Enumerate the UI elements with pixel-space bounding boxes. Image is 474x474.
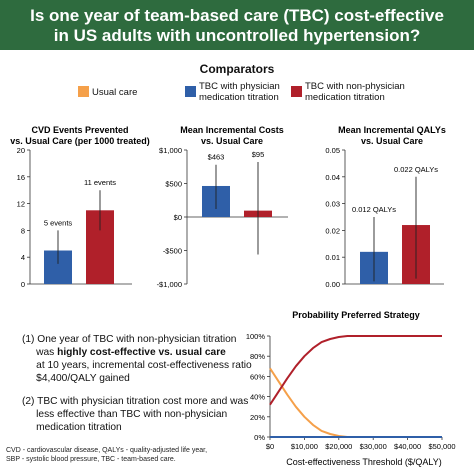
finding-1-text: highly cost-effective vs. usual care: [57, 347, 226, 358]
finding-1-text: was: [36, 347, 58, 358]
panel-3-data-label-2: 0.022 QALYs: [394, 165, 438, 174]
line-chart-y-tick-label: 60%: [250, 372, 265, 381]
panel-2-title-line: vs. Usual Care: [201, 136, 263, 146]
line-chart-x-tick-label: $20,000: [325, 442, 352, 451]
title-line-1: Is one year of team-based care (TBC) cos…: [30, 6, 444, 25]
panel-3-y-tick-label: 0.01: [325, 253, 340, 262]
panel-1-y-tick-label: 4: [21, 253, 25, 262]
panel-1-data-label-2: 11 events: [84, 178, 116, 187]
finding-2: (2) TBC with physician titration cost mo…: [22, 395, 252, 434]
panel-1-y-tick-label: 8: [21, 226, 25, 235]
panel-2-y-tick-label: -$1,000: [157, 280, 182, 289]
panel-3-title-line: vs. Usual Care: [361, 136, 423, 146]
line-chart-x-tick-label: $40,000: [394, 442, 421, 451]
panel-1-y-tick-label: 12: [17, 200, 25, 209]
finding-1-text: at 10 years, incremental cost-effectiven…: [36, 360, 252, 371]
line-chart-x-tick-label: $30,000: [360, 442, 387, 451]
panel-3-y-tick-label: 0.02: [325, 226, 340, 235]
legend-swatch-tbc-physician: [185, 86, 196, 97]
legend-label-tbc-physician: TBC with physician medication titration: [199, 81, 280, 103]
panel-2-data-label-1: $463: [208, 153, 225, 162]
line-chart-title: Probability Preferred Strategy: [292, 310, 420, 320]
panel-1-title-line: vs. Usual Care (per 1000 treated): [10, 136, 150, 146]
panel-3-y-tick-label: 0.04: [325, 173, 340, 182]
finding-2-text: less effective than TBC with non-physici…: [36, 409, 228, 420]
footnote-line-1: CVD - cardiovascular disease, QALYs - qu…: [6, 447, 208, 454]
panel-1-title-line: CVD Events Prevented: [31, 125, 128, 135]
panel-1-y-tick-label: 16: [17, 173, 25, 182]
panel-2-y-tick-label: $0: [174, 213, 182, 222]
finding-2-text: (2) TBC with physician titration cost mo…: [22, 396, 249, 407]
finding-2-text: medication titration: [36, 422, 122, 433]
line-chart-series-1: [269, 367, 442, 438]
panel-3-y-tick-label: 0.03: [325, 200, 340, 209]
comparators-title: Comparators: [199, 62, 275, 76]
line-chart-y-tick-label: 40%: [250, 393, 265, 402]
line-chart-y-tick-label: 20%: [250, 413, 265, 422]
finding-1-text: $4,400/QALY gained: [36, 373, 130, 384]
line-chart-x-tick-label: $50,000: [428, 442, 455, 451]
panel-1-y-tick-label: 0: [21, 280, 25, 289]
footnote-line-2: SBP - systolic blood pressure, TBC - tea…: [6, 456, 176, 463]
panel-3-data-label-1: 0.012 QALYs: [352, 205, 396, 214]
panel-1-data-label-1: 5 events: [44, 218, 73, 227]
line-chart-y-tick-label: 0%: [254, 433, 265, 442]
line-chart-y-tick-label: 80%: [250, 352, 265, 361]
line-chart-x-tick-label: $10,000: [291, 442, 318, 451]
legend-label-usual-care: Usual care: [92, 87, 138, 98]
title-banner: Is one year of team-based care (TBC) cos…: [0, 0, 474, 50]
panel-3-y-tick-label: 0.00: [325, 280, 340, 289]
panel-2-title-line: Mean Incremental Costs: [180, 125, 284, 135]
panel-2-y-tick-label: $500: [165, 180, 182, 189]
legend-label-tbc-non-physician: TBC with non-physician medication titrat…: [305, 81, 405, 103]
panel-2-y-tick-label: $1,000: [159, 146, 182, 155]
legend-swatch-tbc-non-physician: [291, 86, 302, 97]
panel-3-title-line: Mean Incremental QALYs: [338, 125, 446, 135]
abbreviations-footnote: CVD - cardiovascular disease, QALYs - qu…: [6, 446, 207, 464]
panel-2-y-tick-label: -$500: [163, 247, 182, 256]
line-chart-y-tick-label: 100%: [246, 332, 266, 341]
panel-3-y-tick-label: 0.05: [325, 146, 340, 155]
panel-2-data-label-2: $95: [252, 150, 265, 159]
finding-1: (1) One year of TBC with non-physician t…: [22, 333, 252, 385]
key-findings: (1) One year of TBC with non-physician t…: [22, 333, 252, 444]
title-line-2: in US adults with uncontrolled hypertens…: [53, 26, 421, 45]
panel-1-y-tick-label: 20: [17, 146, 25, 155]
line-chart-x-label: Cost-effectiveness Threshold ($/QALY): [286, 457, 442, 467]
finding-1-text: (1) One year of TBC with non-physician t…: [22, 334, 237, 345]
line-chart-series-3: [269, 335, 442, 406]
line-chart-x-tick-label: $0: [266, 442, 274, 451]
legend-swatch-usual-care: [78, 86, 89, 97]
